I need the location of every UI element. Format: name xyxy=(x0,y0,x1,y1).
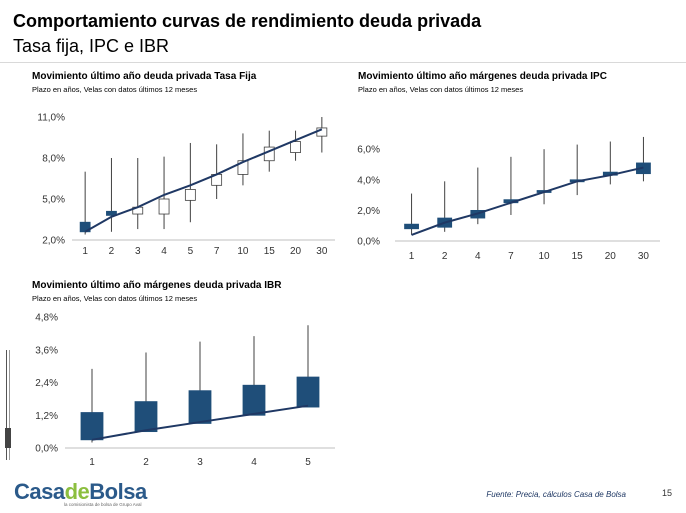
x-tick-label: 30 xyxy=(638,251,650,262)
candle-body xyxy=(316,127,328,137)
x-tick-label: 4 xyxy=(251,457,257,468)
logo-de: de xyxy=(64,479,90,504)
candle-body xyxy=(242,384,266,416)
y-tick-label: 5,0% xyxy=(42,195,65,206)
x-tick-label: 7 xyxy=(508,251,514,262)
x-tick-label: 2 xyxy=(143,457,149,468)
source-note: Fuente: Precia, cálculos Casa de Bolsa xyxy=(486,490,626,499)
y-tick-label: 4,0% xyxy=(357,175,380,186)
y-tick-label: 1,2% xyxy=(35,411,58,422)
x-tick-label: 20 xyxy=(290,246,302,257)
logo-casa: Casa xyxy=(14,479,65,504)
y-tick-label: 8,0% xyxy=(42,154,65,165)
x-tick-label: 3 xyxy=(197,457,203,468)
x-tick-label: 15 xyxy=(572,251,584,262)
x-tick-label: 1 xyxy=(89,457,95,468)
y-tick-label: 0,0% xyxy=(357,237,380,248)
header-divider xyxy=(0,62,686,63)
yield-curve-line xyxy=(91,404,309,441)
candle-body xyxy=(290,141,301,153)
page-subtitle: Tasa fija, IPC e IBR xyxy=(13,36,170,56)
chart-title-ibr: Movimiento último año márgenes deuda pri… xyxy=(32,280,282,291)
chart-tasa-fija: 2,0% 5,0% 8,0% 11,0% 1 2 3 4 5 7 10 15 20 30 xyxy=(37,113,335,257)
candle-body xyxy=(134,401,158,433)
yield-curve-line xyxy=(411,166,644,236)
chart-title-ipc: Movimiento último año márgenes deuda pri… xyxy=(358,71,607,82)
page-title: Comportamiento curvas de rendimiento deu… xyxy=(13,11,482,31)
logo-tagline: la comisionista de bolsa de Grupo Aval xyxy=(64,502,142,507)
y-tick-label: 11,0% xyxy=(37,113,65,124)
logo-bolsa: Bolsa xyxy=(89,479,147,504)
chart-subtitle-tasa-fija: Plazo en años, Velas con datos últimos 1… xyxy=(32,85,198,94)
candle-body xyxy=(237,160,249,175)
x-tick-label: 4 xyxy=(161,246,167,257)
x-tick-label: 30 xyxy=(316,246,328,257)
candle-body xyxy=(80,412,104,441)
x-tick-label: 3 xyxy=(135,246,141,257)
y-tick-label: 6,0% xyxy=(357,145,380,156)
yield-curve-line xyxy=(84,128,323,233)
x-tick-label: 10 xyxy=(539,251,551,262)
candle-body xyxy=(404,223,419,230)
x-tick-label: 1 xyxy=(409,251,415,262)
x-tick-label: 4 xyxy=(475,251,481,262)
y-tick-label: 3,6% xyxy=(35,345,58,356)
y-tick-label: 2,0% xyxy=(357,206,380,217)
vigilado-mark xyxy=(5,350,11,460)
x-tick-label: 2 xyxy=(109,246,115,257)
candle-body xyxy=(106,210,117,216)
x-tick-label: 2 xyxy=(442,251,448,262)
candle-body xyxy=(188,390,212,424)
page-number: 15 xyxy=(661,488,672,498)
y-tick-label: 2,0% xyxy=(42,236,65,247)
x-tick-label: 1 xyxy=(82,246,88,257)
chart-subtitle-ipc: Plazo en años, Velas con datos últimos 1… xyxy=(358,85,524,94)
casadebolsa-logo: CasadeBolsa xyxy=(14,479,147,505)
chart-ipc: 0,0% 2,0% 4,0% 6,0% 1 2 4 7 10 15 20 30 xyxy=(357,136,660,262)
chart-subtitle-ibr: Plazo en años, Velas con datos últimos 1… xyxy=(32,294,198,303)
x-tick-label: 10 xyxy=(237,246,249,257)
x-tick-label: 7 xyxy=(214,246,220,257)
x-tick-label: 20 xyxy=(605,251,617,262)
x-tick-label: 5 xyxy=(188,246,194,257)
candle-body xyxy=(296,376,320,408)
chart-ibr: 0,0% 1,2% 2,4% 3,6% 4,8% 1 2 3 4 5 xyxy=(35,313,335,468)
x-tick-label: 15 xyxy=(264,246,276,257)
candle-body xyxy=(158,198,170,215)
y-tick-label: 0,0% xyxy=(35,444,58,455)
y-tick-label: 2,4% xyxy=(35,378,58,389)
y-tick-label: 4,8% xyxy=(35,313,58,324)
chart-title-tasa-fija: Movimiento último año deuda privada Tasa… xyxy=(32,71,257,82)
candle-body xyxy=(184,189,196,201)
x-tick-label: 5 xyxy=(305,457,311,468)
